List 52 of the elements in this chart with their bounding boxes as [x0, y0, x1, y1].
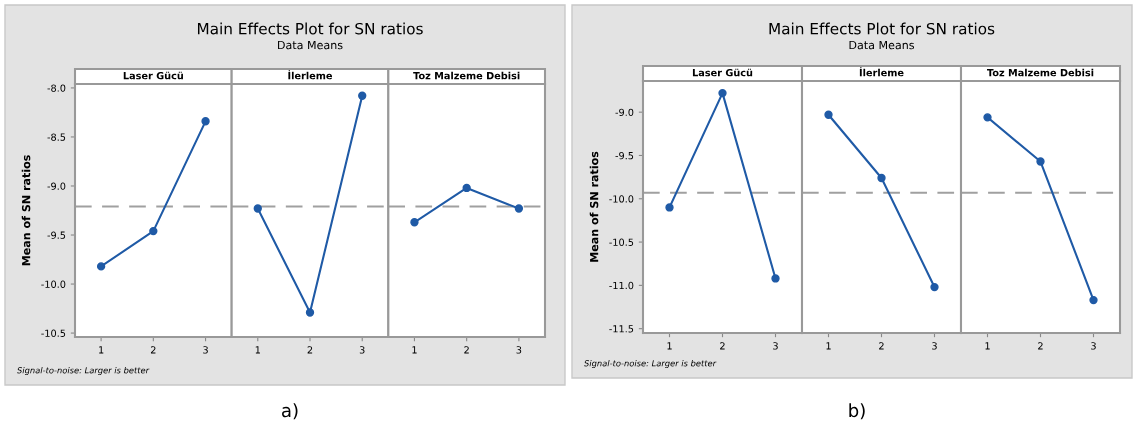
y-tick-label: -11.0 [609, 281, 634, 290]
y-tick-label: -9.5 [47, 231, 66, 239]
y-tick-label: -11.5 [609, 325, 634, 333]
y-tick-label: -9.0 [47, 182, 66, 190]
x-tick-label: 1 [99, 346, 104, 354]
y-tick-label: -10.0 [609, 195, 634, 203]
x-tick-label: 2 [464, 346, 469, 354]
text: Main Effects Plot for SN ratios [197, 22, 423, 35]
chart-title: Laser Gücü [692, 68, 753, 77]
y-tick-label: -8.5 [47, 133, 66, 141]
text: a) [282, 403, 298, 420]
x-tick-label: 1 [412, 346, 417, 354]
x-tick-label: 2 [1038, 342, 1043, 350]
x-tick-label: 2 [720, 342, 725, 350]
chart-title: Laser Gücü [123, 71, 183, 80]
text: Data Means [849, 40, 915, 50]
y-tick-label: -10.0 [41, 280, 66, 288]
x-tick-label: 3 [359, 346, 365, 354]
x-tick-label: 1 [985, 342, 990, 350]
x-tick-label: 2 [879, 342, 884, 350]
y-tick-label: -8.0 [47, 84, 66, 92]
point [201, 117, 210, 126]
x-tick-label: 3 [932, 342, 937, 350]
point [96, 262, 106, 271]
point [665, 203, 674, 212]
point [771, 274, 780, 283]
x-tick-label: 3 [516, 346, 522, 354]
point [718, 88, 727, 98]
point [149, 226, 158, 236]
x-tick-label: 1 [826, 342, 831, 350]
text: Signal-to-noise: Larger is better [584, 359, 717, 369]
y-tick-label: -10.5 [609, 238, 634, 246]
y-tick-label: -9.5 [615, 151, 634, 160]
chart-title: Toz Malzeme Debisi [987, 68, 1094, 77]
chart-title: İlerleme [288, 70, 333, 80]
y-axis-title: Mean of SN ratios [21, 155, 31, 266]
chart-title: İlerleme [859, 67, 904, 77]
x-tick-label: 3 [1091, 342, 1096, 350]
text: Data Means [278, 40, 343, 50]
x-tick-label: 3 [203, 346, 208, 354]
x-tick-label: 1 [667, 342, 672, 350]
y-axis-title: Mean of SN ratios [589, 151, 599, 262]
y-tick-label: -9.0 [615, 108, 634, 117]
x-tick-label: 1 [255, 346, 260, 354]
text: Main Effects Plot for SN ratios [769, 22, 995, 35]
y-tick-label: -10.5 [41, 329, 66, 337]
x-tick-label: 3 [773, 342, 778, 350]
text: Signal-to-noise: Larger is better [17, 366, 150, 376]
text: b) [849, 403, 865, 420]
x-tick-label: 2 [307, 346, 313, 354]
x-tick-label: 2 [150, 346, 156, 354]
chart-title: Toz Malzeme Debisi [413, 71, 520, 80]
